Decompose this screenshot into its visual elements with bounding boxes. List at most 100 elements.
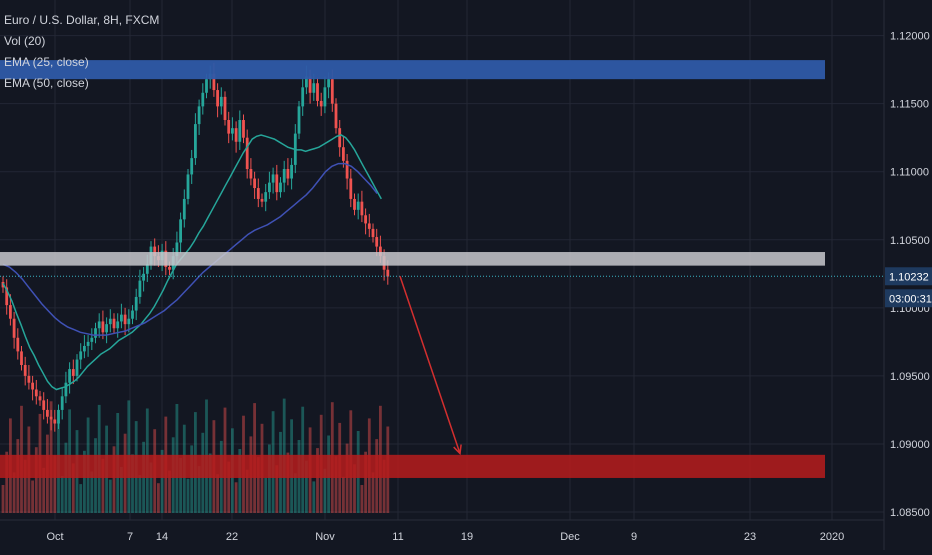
candle-body[interactable] (42, 400, 46, 410)
candle-body[interactable] (219, 96, 223, 107)
candle-body[interactable] (179, 219, 182, 243)
candle-body[interactable] (108, 318, 112, 325)
candle-body[interactable] (83, 345, 86, 352)
candle-body[interactable] (279, 182, 282, 193)
candle-body[interactable] (242, 120, 245, 138)
candle-body[interactable] (46, 409, 49, 417)
candle-body[interactable] (334, 103, 338, 129)
ema-50-line[interactable] (2, 162, 378, 336)
zone-resistance[interactable] (0, 60, 825, 80)
ema-slow-label[interactable]: EMA (50, close) (4, 76, 89, 90)
candle-body[interactable] (256, 188, 260, 199)
candle-body[interactable] (186, 174, 190, 199)
candle-body[interactable] (79, 351, 83, 360)
candle-body[interactable] (16, 337, 20, 352)
candle-body[interactable] (138, 280, 142, 297)
candle-body[interactable] (271, 174, 275, 183)
candle-body[interactable] (264, 192, 268, 202)
candle-body[interactable] (90, 337, 94, 342)
ema-fast-label[interactable]: EMA (25, close) (4, 55, 89, 69)
candle-body[interactable] (275, 174, 279, 193)
candle-body[interactable] (245, 137, 249, 169)
projection-arrow[interactable] (399, 276, 461, 454)
candle-body[interactable] (216, 90, 219, 107)
candle-body[interactable] (327, 79, 330, 88)
candle-body[interactable] (175, 242, 179, 257)
candle-body[interactable] (249, 169, 253, 179)
candle-body[interactable] (27, 375, 31, 383)
symbol-title[interactable]: Euro / U.S. Dollar, 8H, FXCM (4, 13, 160, 27)
candle-body[interactable] (201, 92, 205, 107)
candle-body[interactable] (38, 396, 42, 401)
candle-body[interactable] (97, 321, 101, 329)
candle-body[interactable] (194, 124, 197, 159)
candle-body[interactable] (127, 318, 131, 325)
candle-body[interactable] (290, 164, 293, 179)
candle-body[interactable] (312, 83, 316, 93)
candle-body[interactable] (9, 305, 12, 319)
candle-body[interactable] (268, 182, 271, 193)
candle-body[interactable] (238, 120, 242, 142)
candle-body[interactable] (49, 416, 53, 420)
candle-body[interactable] (371, 228, 375, 238)
candle-body[interactable] (356, 201, 360, 210)
candle-body[interactable] (260, 198, 264, 202)
candle-body[interactable] (134, 296, 138, 311)
candle-body[interactable] (190, 158, 194, 175)
candle-body[interactable] (223, 96, 227, 120)
candle-body[interactable] (57, 409, 60, 424)
candle-body[interactable] (31, 382, 34, 390)
candle-body[interactable] (286, 169, 290, 179)
candle-body[interactable] (131, 310, 134, 319)
candle-body[interactable] (375, 237, 379, 247)
candle-body[interactable] (105, 324, 108, 333)
candle-body[interactable] (153, 246, 157, 257)
candle-body[interactable] (227, 120, 231, 134)
candle-body[interactable] (301, 87, 305, 107)
candle-body[interactable] (94, 328, 97, 338)
candle-body[interactable] (364, 215, 367, 224)
volume-indicator-label[interactable]: Vol (20) (4, 34, 46, 48)
candle-body[interactable] (34, 389, 38, 397)
candle-body[interactable] (60, 396, 64, 410)
candle-body[interactable] (145, 264, 149, 274)
candle-body[interactable] (323, 87, 327, 107)
candle-body[interactable] (234, 128, 238, 142)
candle-body[interactable] (297, 106, 301, 134)
candle-body[interactable] (75, 359, 79, 376)
candle-body[interactable] (316, 83, 319, 101)
candle-body[interactable] (353, 198, 356, 210)
candle-body[interactable] (101, 321, 105, 333)
candle-body[interactable] (349, 178, 353, 199)
candle-body[interactable] (367, 223, 371, 229)
candle-body[interactable] (64, 382, 68, 397)
candle-body[interactable] (386, 269, 390, 277)
candle-body[interactable] (212, 73, 216, 91)
candle-body[interactable] (116, 321, 120, 329)
candle-body[interactable] (319, 100, 323, 107)
candle-body[interactable] (123, 314, 127, 325)
candle-body[interactable] (197, 106, 201, 125)
candle-body[interactable] (112, 318, 116, 329)
candle-body[interactable] (182, 198, 186, 220)
candle-body[interactable] (330, 79, 334, 104)
candle-body[interactable] (68, 369, 71, 383)
candle-body[interactable] (5, 287, 9, 306)
candle-body[interactable] (305, 76, 308, 88)
candle-body[interactable] (345, 160, 349, 179)
candle-body[interactable] (86, 341, 90, 346)
zone-target[interactable] (0, 454, 825, 478)
candle-body[interactable] (168, 267, 171, 270)
candle-body[interactable] (338, 128, 342, 148)
zone-mid[interactable] (0, 252, 825, 266)
candle-body[interactable] (342, 147, 345, 161)
candle-body[interactable] (308, 76, 312, 93)
candle-body[interactable] (142, 273, 145, 281)
candle-body[interactable] (231, 128, 234, 134)
candle-body[interactable] (282, 169, 286, 183)
ema-25-line[interactable] (2, 134, 382, 391)
candle-body[interactable] (53, 419, 57, 424)
candle-body[interactable] (205, 79, 208, 93)
